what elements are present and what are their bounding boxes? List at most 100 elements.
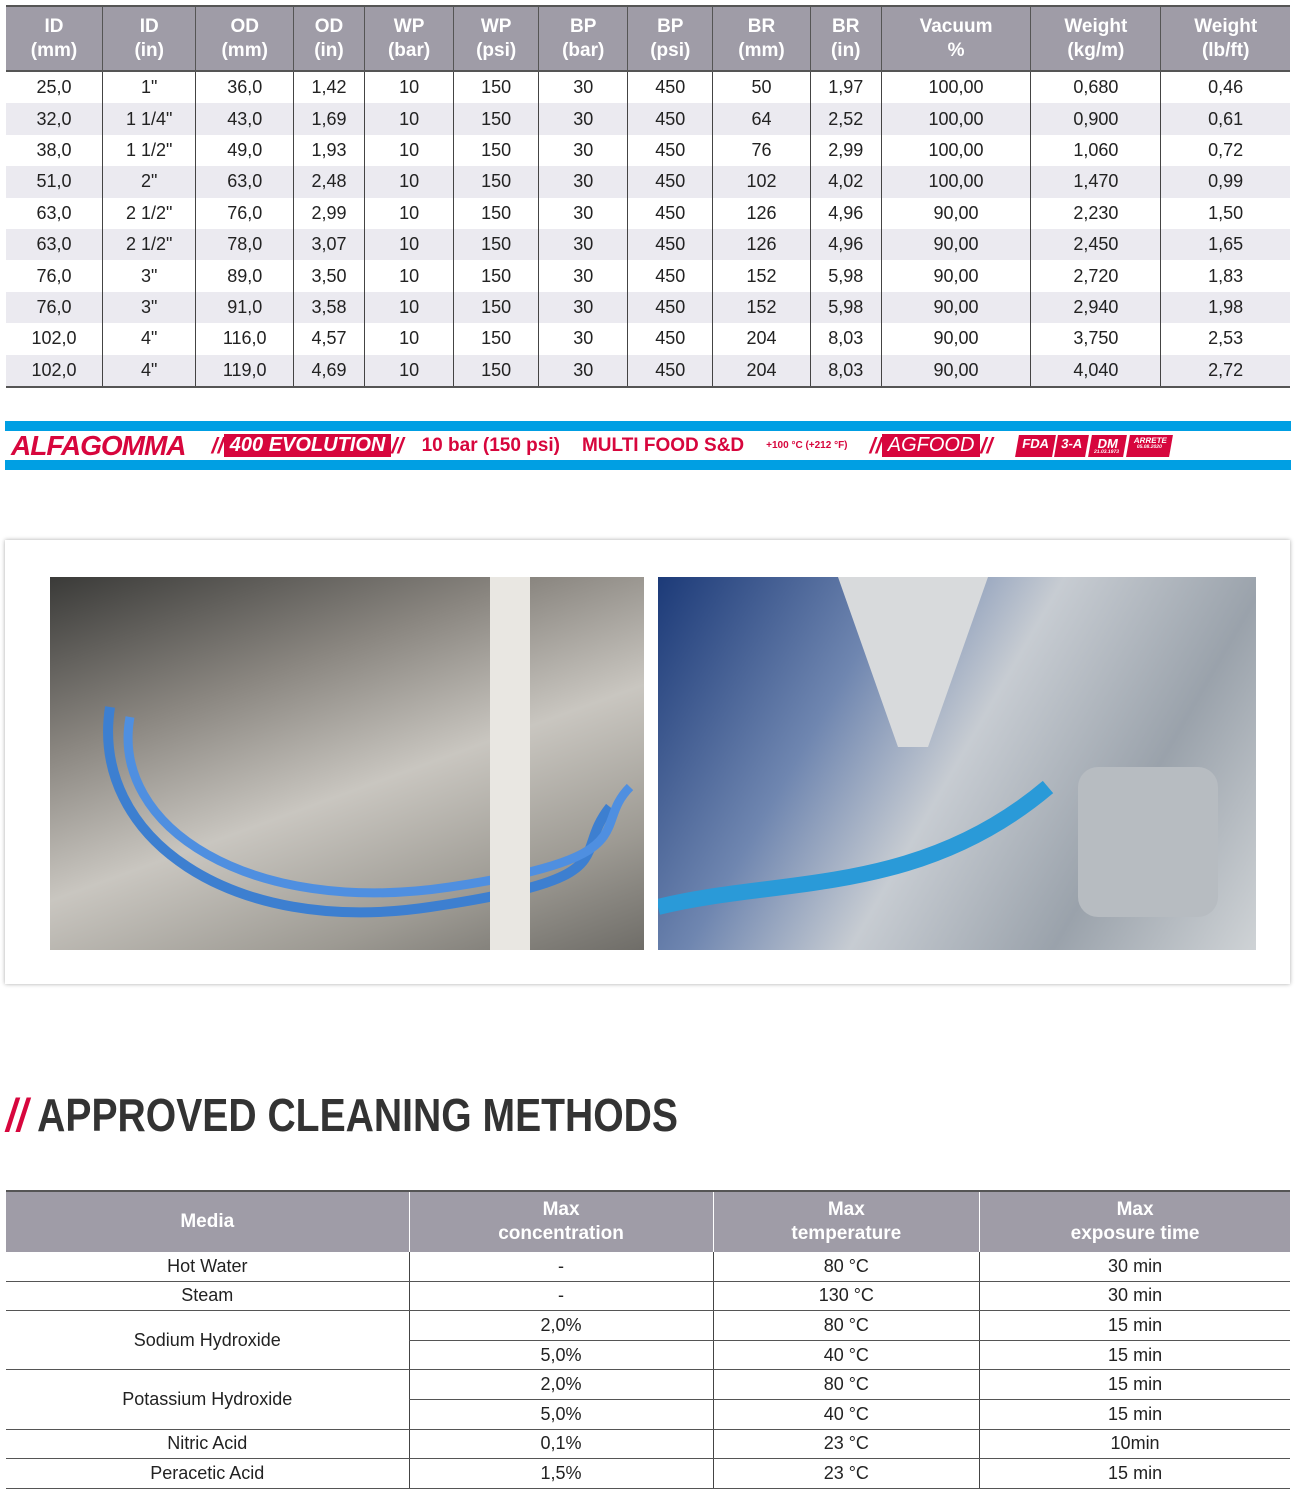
table-row: 32,0 1 1/4" 43,0 1,69 10 150 30 450 64 2,52 100,00… xyxy=(6,103,1290,135)
table-cell: 30 xyxy=(538,103,628,135)
table-cell: 1,69 xyxy=(292,103,365,135)
table-cell: 10 xyxy=(363,291,454,324)
table-cell: 36,0 xyxy=(195,71,294,104)
table-cell: 30 min xyxy=(979,1252,1290,1282)
table-cell: 1,470 xyxy=(1030,166,1161,198)
table-cell: 2,53 xyxy=(1160,323,1290,355)
table-cell: 76,0 xyxy=(6,291,103,324)
table-cell: 2,99 xyxy=(292,197,365,229)
table-cell: 3,07 xyxy=(292,228,365,261)
table-cell: 4,69 xyxy=(292,354,365,388)
table-cell: 4,96 xyxy=(809,197,882,229)
cert-badge: DM 21.03.1973 xyxy=(1088,434,1128,457)
table-cell: 2 1/2" xyxy=(101,197,196,229)
table-row: 25,0 1" 36,0 1,42 10 150 30 450 50 1,97 100,00 0,68… xyxy=(6,71,1290,104)
table-cell: 8,03 xyxy=(809,323,882,355)
header-line: temperature xyxy=(791,1223,902,1244)
table-cell: 10 xyxy=(363,260,454,292)
header-line: (kg/m) xyxy=(1067,39,1125,61)
dm-date: 21.03.1973 xyxy=(1093,448,1120,455)
table-cell: 1,98 xyxy=(1160,291,1290,324)
table-cell: 10 xyxy=(363,71,454,104)
table-cell: 4,96 xyxy=(809,228,882,261)
table-cell: 152 xyxy=(712,291,811,324)
header-line: BR xyxy=(832,15,860,37)
table-cell: 23 °C xyxy=(712,1458,980,1489)
table-cell: 76 xyxy=(712,134,811,167)
table-cell: 10 xyxy=(363,354,454,388)
table-cell: 80 °C xyxy=(712,1252,980,1282)
table-cell: 150 xyxy=(453,354,539,388)
table-cell: 150 xyxy=(453,134,539,167)
header-line: (lb/ft) xyxy=(1201,39,1250,61)
table-cell: 0,680 xyxy=(1030,71,1161,104)
table-cell: 15 min xyxy=(979,1340,1290,1371)
table-cell: 150 xyxy=(453,197,539,229)
temperature-rating: +100 °C (+212 °F) xyxy=(766,440,848,451)
product-banner: ALFAGOMMA // 400 EVOLUTION // 10 bar (15… xyxy=(5,421,1291,470)
table-cell: 63,0 xyxy=(6,228,103,261)
table-cell: 90,00 xyxy=(880,228,1031,261)
header-line: Media xyxy=(180,1211,235,1232)
table-row: Nitric Acid 0,1% 23 °C 10min xyxy=(6,1429,1290,1460)
media-cell: Nitric Acid xyxy=(6,1429,410,1460)
column-header: BR (mm) xyxy=(712,5,811,72)
table-cell: 1" xyxy=(101,71,196,104)
table-cell: 8,03 xyxy=(809,354,882,388)
table-cell: 4" xyxy=(101,354,196,388)
table-row: 102,0 4" 116,0 4,57 10 150 30 450 204 8,03 90,00 3,… xyxy=(6,323,1290,355)
table-cell: 30 min xyxy=(979,1281,1290,1312)
table-cell: 450 xyxy=(627,291,713,324)
table-cell: 204 xyxy=(712,354,811,388)
table-cell: 2,52 xyxy=(809,103,882,135)
table-cell: 450 xyxy=(627,197,713,229)
header-line: (psi) xyxy=(650,39,691,61)
table-cell: 1,42 xyxy=(292,71,365,104)
header-line: exposure time xyxy=(1070,1223,1200,1244)
table-cell: 40 °C xyxy=(712,1399,980,1430)
table-cell: 76,0 xyxy=(195,197,294,229)
table-cell: 100,00 xyxy=(880,71,1031,104)
header-line: WP xyxy=(480,15,512,37)
table-cell: 1,5% xyxy=(408,1458,714,1489)
header-line: % xyxy=(947,39,965,61)
table-cell: 5,0% xyxy=(408,1340,714,1371)
table-cell: 450 xyxy=(627,228,713,261)
media-cell: Potassium Hydroxide xyxy=(6,1369,410,1430)
table-cell: 150 xyxy=(453,323,539,355)
table-cell: 15 min xyxy=(979,1399,1290,1430)
header-line: ID xyxy=(139,15,159,37)
table-cell: 102 xyxy=(712,166,811,198)
section-title: // APPROVED CLEANING METHODS xyxy=(6,1089,679,1141)
table-cell: 10 xyxy=(363,228,454,261)
table-cell: 1,50 xyxy=(1160,197,1290,229)
table-row: 63,0 2 1/2" 76,0 2,99 10 150 30 450 126 4,96 90,00… xyxy=(6,197,1290,229)
table-cell: 80 °C xyxy=(712,1369,980,1400)
table-cell: 78,0 xyxy=(195,228,294,261)
photo-panel xyxy=(5,540,1290,984)
table-cell: 10 xyxy=(363,197,454,229)
hose-spec-table: ID (mm) ID (in) OD (mm) OD (in) WP (bar) WP (psi) BP… xyxy=(6,5,1290,388)
column-header: Vacuum% xyxy=(880,5,1031,72)
table-cell: 15 min xyxy=(979,1369,1290,1400)
table-cell: 2,48 xyxy=(292,166,365,198)
table-cell: - xyxy=(408,1252,714,1282)
table-cell: 5,98 xyxy=(809,260,882,292)
table-cell: 4,02 xyxy=(809,166,882,198)
header-line: (bar) xyxy=(387,39,431,61)
agfood-badge: AGFOOD xyxy=(881,434,981,457)
header-line: Vacuum xyxy=(919,15,993,37)
table-cell: 1,83 xyxy=(1160,260,1290,292)
table-cell: 100,00 xyxy=(880,134,1031,167)
table-cell: 450 xyxy=(627,103,713,135)
arrete-date: 05.08.2020 xyxy=(1136,443,1163,450)
table-row: 76,0 3" 89,0 3,50 10 150 30 450 152 5,98 90,00 2,72… xyxy=(6,260,1290,292)
column-header: Media xyxy=(6,1190,410,1252)
table-cell: 119,0 xyxy=(195,354,294,388)
column-header: Max temperature xyxy=(712,1190,980,1252)
column-header: BP (bar) xyxy=(538,5,628,72)
table-cell: 1,060 xyxy=(1030,134,1161,167)
media-cell: Steam xyxy=(6,1281,410,1312)
table-cell: 150 xyxy=(453,71,539,104)
column-header: BP (psi) xyxy=(627,5,713,72)
